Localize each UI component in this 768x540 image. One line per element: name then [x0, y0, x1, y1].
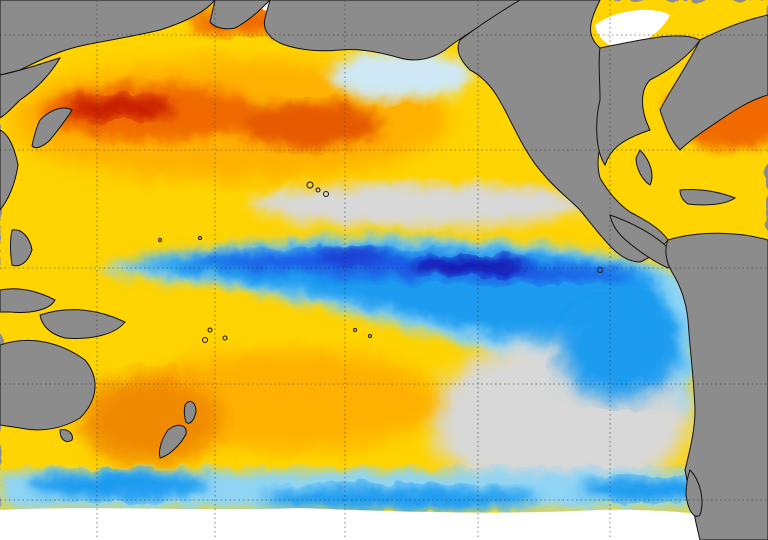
land-gulf-region	[596, 35, 701, 167]
warm-tasman	[80, 375, 220, 465]
island-hawaii-2	[315, 187, 321, 193]
cold-tongue-extreme-2	[315, 248, 385, 264]
land-new-zealand-south	[159, 424, 187, 459]
pacific-islands	[158, 181, 603, 343]
southern-ocean-blue-1	[30, 471, 210, 499]
island-micronesia-1	[158, 238, 162, 242]
warm-core-kuroshio-2	[240, 101, 380, 149]
island-hawaii	[306, 181, 314, 189]
land-new-guinea	[39, 309, 126, 339]
land-caribbean	[679, 189, 737, 206]
land-patagonia	[685, 469, 703, 517]
antarctic-ice	[0, 508, 768, 540]
southern-ocean-blue-2	[260, 486, 540, 510]
island-galapagos	[597, 267, 603, 273]
land-siberia-chukotka	[209, 0, 271, 30]
cold-tongue-extreme	[410, 256, 530, 276]
land-florida	[635, 149, 653, 186]
land-south-america	[665, 232, 768, 540]
island-polynesia-2	[222, 335, 228, 341]
land-philippines	[10, 229, 33, 267]
southern-ocean-blue-3	[580, 478, 720, 502]
land-indonesia	[0, 288, 56, 313]
neutral-band-north	[330, 50, 470, 100]
warm-extreme-kuroshio	[65, 96, 175, 120]
cool-southeast-pacific-blue	[560, 300, 680, 400]
land-australia	[0, 339, 96, 431]
island-polynesia-3	[353, 328, 357, 332]
island-polynesia-4	[368, 334, 372, 338]
island-hawaii-3	[323, 191, 329, 197]
island-micronesia-2	[198, 236, 202, 240]
land-new-zealand-north	[183, 401, 197, 424]
island-polynesia-1	[207, 327, 213, 333]
arctic-ice-patch	[595, 9, 670, 48]
island-fiji	[202, 337, 208, 343]
land-tasmania	[59, 429, 73, 443]
cold-tongue-core	[180, 250, 640, 282]
neutral-band-northeast	[250, 183, 590, 227]
land-asia-north	[0, 0, 216, 76]
land-kamchatka	[0, 57, 62, 119]
land-east-north-america	[659, 14, 768, 151]
land-central-america	[609, 214, 673, 269]
land-japan	[31, 107, 73, 149]
